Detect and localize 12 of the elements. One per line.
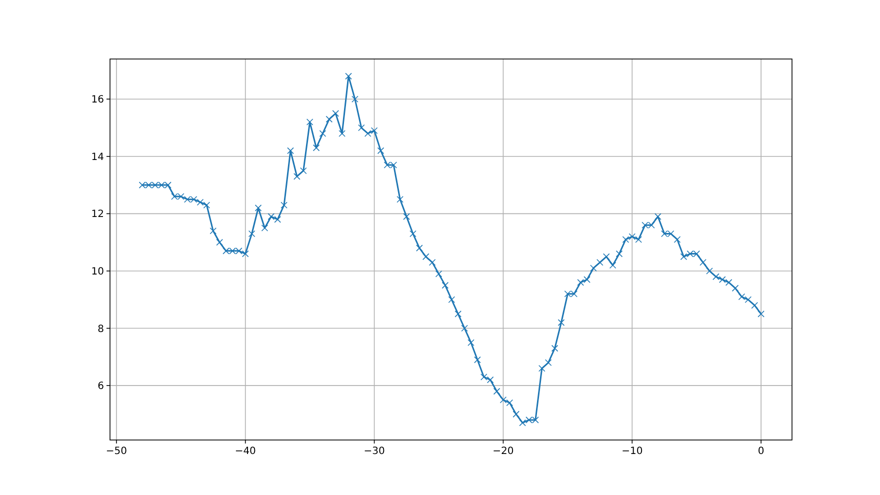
y-tick-label: 8 bbox=[98, 324, 104, 335]
y-tick-label: 6 bbox=[98, 381, 104, 392]
y-tick-label: 10 bbox=[91, 266, 104, 278]
x-tick-label: −30 bbox=[364, 446, 385, 457]
x-tick-label: 0 bbox=[758, 446, 764, 457]
x-tick-label: −10 bbox=[622, 446, 643, 457]
x-tick-label: −50 bbox=[106, 446, 127, 457]
x-tick-label: −40 bbox=[234, 446, 256, 457]
y-tick-label: 12 bbox=[91, 209, 104, 220]
y-tick-label: 14 bbox=[91, 152, 104, 163]
x-tick-label: −20 bbox=[492, 446, 514, 457]
y-tick-label: 16 bbox=[91, 94, 104, 106]
